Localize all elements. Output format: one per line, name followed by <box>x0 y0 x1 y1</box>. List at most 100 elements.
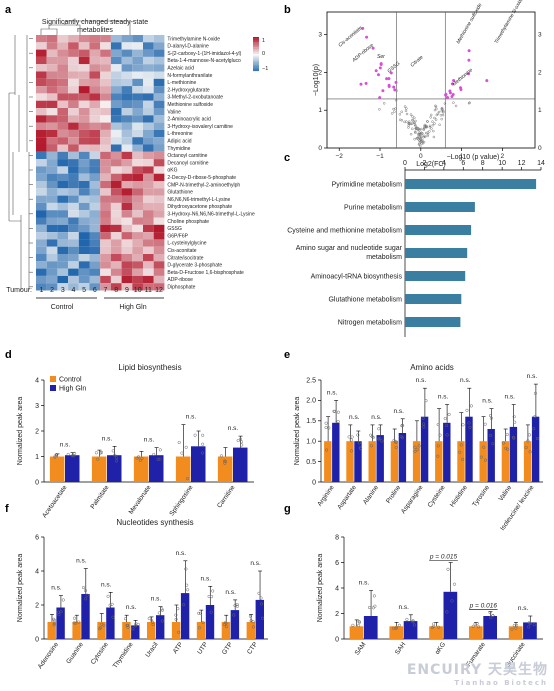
data-point <box>471 624 475 628</box>
heatmap-cell <box>68 232 79 240</box>
heatmap-cell <box>57 254 69 262</box>
volcano-point <box>432 135 436 139</box>
data-point <box>512 415 516 419</box>
volcano-point <box>411 127 414 131</box>
colorbar-segment <box>253 62 259 65</box>
tumour-number: 9 <box>125 287 129 294</box>
volcano-point <box>407 126 410 129</box>
heatmap-cell <box>36 166 47 174</box>
heatmap-cell <box>153 78 165 87</box>
y-tick-label: 0 <box>35 479 39 486</box>
volcano-label: GSSG <box>386 61 401 75</box>
column-dendrogram <box>40 20 131 35</box>
data-point <box>514 626 518 630</box>
heatmap-cell <box>68 224 79 233</box>
volcano-point <box>425 125 428 129</box>
colorbar-segment <box>253 59 259 61</box>
significance-annotation: n.s. <box>327 389 338 396</box>
bar-control <box>508 626 523 640</box>
volcano-point <box>365 35 369 39</box>
heatmap-cell <box>121 64 133 72</box>
heatmap-cell <box>57 122 69 130</box>
heatmap-cell <box>110 71 122 79</box>
data-point <box>126 623 130 627</box>
x-category-label: αKG <box>434 641 447 656</box>
heatmap-cell <box>110 115 122 123</box>
pathway-bar <box>405 317 461 327</box>
heatmap-cell <box>57 232 69 240</box>
heatmap-cell <box>89 275 101 284</box>
heatmap-cell <box>121 71 133 79</box>
x-category-label: SAH <box>394 641 408 656</box>
heatmap-cell <box>153 137 165 145</box>
heatmap-cell <box>110 42 122 50</box>
heatmap-cell <box>89 254 101 262</box>
data-point <box>248 614 253 618</box>
heatmap-cell <box>36 100 47 108</box>
data-point <box>371 435 375 440</box>
data-point <box>380 439 384 443</box>
data-point <box>108 603 112 607</box>
bar-highgln <box>398 433 407 482</box>
heatmap-cell <box>78 275 90 284</box>
heatmap-cell <box>68 159 79 167</box>
data-point <box>394 440 398 445</box>
heatmap-cell <box>89 144 101 152</box>
colorbar-segment <box>253 37 259 39</box>
data-point <box>200 451 205 455</box>
volcano-point <box>414 124 417 128</box>
heatmap-cell <box>121 151 133 160</box>
heatmap-cell <box>100 254 111 262</box>
heatmap-cell <box>143 64 154 72</box>
heatmap-cell <box>36 188 47 196</box>
data-point <box>467 421 471 425</box>
heatmap-cell <box>36 275 47 284</box>
data-point <box>473 622 477 626</box>
heatmap-cell <box>89 49 101 57</box>
bar-control <box>390 441 399 482</box>
volcano-point <box>418 136 421 140</box>
heatmap-cell <box>132 181 143 189</box>
heatmap-cell <box>89 42 101 50</box>
pathway-xtick-label: 8 <box>481 160 485 167</box>
volcano-point <box>414 131 417 134</box>
data-point <box>100 622 104 626</box>
heatmap-cell <box>68 275 79 284</box>
data-point <box>424 399 428 403</box>
x-category-label: Aspartate <box>336 484 358 511</box>
heatmap-cell <box>46 78 58 87</box>
heatmap-cell <box>121 56 133 65</box>
heatmap-cell <box>121 217 133 225</box>
bar-highgln <box>487 429 495 482</box>
volcano-point <box>389 71 393 75</box>
heatmap-title-line1: Significantly changed steady-state <box>42 19 148 26</box>
bar-control <box>147 622 156 639</box>
heatmap-cell <box>68 151 79 160</box>
data-point <box>222 623 226 627</box>
x-category-label: Mevalonate <box>128 484 153 516</box>
data-point <box>59 610 63 614</box>
heatmap-cell <box>110 181 122 189</box>
heatmap-cell <box>132 159 143 167</box>
bar-control <box>501 441 510 482</box>
heatmap-cell <box>57 202 69 211</box>
data-point <box>182 603 186 607</box>
significance-annotation: n.s. <box>201 575 212 582</box>
data-point <box>133 624 138 628</box>
data-point <box>184 445 188 449</box>
heatmap-cell <box>89 239 101 247</box>
heatmap-cell <box>132 144 143 152</box>
data-point <box>332 409 336 413</box>
heatmap-cell <box>46 49 58 57</box>
data-point <box>96 457 100 461</box>
volcano-point <box>399 118 402 122</box>
heatmap-cell <box>143 115 154 123</box>
data-point <box>158 448 162 452</box>
y-axis-label: Normalized peak area <box>17 397 24 466</box>
heatmap-row-label: 3-Methyl-2-oxobutanoate <box>167 95 223 101</box>
volcano-point <box>452 101 455 104</box>
heatmap-row-label: 2-Hydroxyglutarate <box>167 87 209 93</box>
heatmap-cell <box>78 217 90 225</box>
heatmap-cell <box>143 239 154 247</box>
